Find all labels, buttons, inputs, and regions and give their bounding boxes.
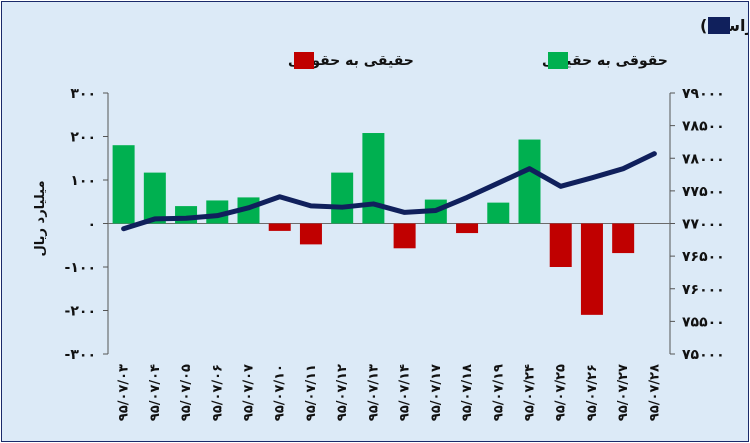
- x-tick-label: ۹۵/۰۷/۱۱: [304, 364, 319, 421]
- left-tick-label: -۳۰۰: [65, 347, 96, 363]
- axes: ۳۰۰ ۲۰۰ ۱۰۰ ۰ -۱۰۰ -۲۰۰ -۳۰۰ ۷۹۰۰۰ ۷۸۵۰۰ ۷۸۰۰۰ ۷۷۵…: [33, 86, 725, 363]
- bar: [299, 223, 322, 245]
- bars: [112, 133, 635, 315]
- left-tick-label: -۲۰۰: [65, 304, 96, 320]
- bar: [487, 202, 510, 224]
- right-tick-label: ۷۶۵۰۰: [682, 249, 725, 265]
- right-tick-label: ۷۶۰۰۰: [682, 282, 725, 298]
- left-tick-label: ۲۰۰: [70, 130, 96, 146]
- bar: [393, 223, 416, 249]
- right-tick-label: ۷۸۵۰۰: [682, 119, 725, 135]
- right-tick-label: ۷۵۰۰۰: [682, 347, 725, 363]
- legend-label-0: حقوقی به حقیقی: [542, 53, 668, 69]
- x-tick-label: ۹۵/۰۷/۲۸: [647, 364, 662, 421]
- x-tick-label: ۹۵/۰۷/۰۵: [179, 364, 194, 421]
- bar: [456, 223, 479, 234]
- bar: [612, 223, 635, 254]
- bar: [518, 139, 541, 224]
- left-axis-title: میلیارد ریال: [33, 180, 48, 256]
- bar: [268, 223, 291, 231]
- x-tick-label: ۹۵/۰۷/۰۶: [210, 364, 225, 421]
- x-tick-label: ۹۵/۰۷/۱۲: [335, 364, 350, 421]
- left-tick-label: ۱۰۰: [70, 173, 96, 189]
- bar: [549, 223, 572, 267]
- legend-swatch-0: [548, 52, 568, 69]
- legend: تغییر مالکیت میان سهامداران (محور چپ) و …: [288, 16, 748, 69]
- x-tick-label: ۹۵/۰۷/۱۷: [429, 364, 444, 421]
- bar: [143, 172, 166, 224]
- x-tick-label: ۹۵/۰۷/۱۸: [460, 364, 475, 421]
- right-tick-label: ۷۵۵۰۰: [682, 314, 725, 330]
- x-tick-label: ۹۵/۰۷/۰۷: [242, 364, 257, 421]
- x-tick-label: ۹۵/۰۷/۲۶: [585, 364, 600, 421]
- bar: [580, 223, 603, 315]
- right-tick-label: ۷۸۰۰۰: [682, 151, 725, 167]
- index-line: [121, 151, 657, 232]
- bar: [362, 133, 385, 224]
- bar: [112, 145, 135, 224]
- x-tick-label: ۹۵/۰۷/۱۴: [398, 364, 413, 421]
- line-layer: [121, 151, 657, 232]
- bar: [331, 172, 354, 224]
- legend-swatch-1: [294, 52, 314, 69]
- left-tick-label: ۳۰۰: [70, 86, 96, 102]
- legend-swatch-line: [708, 17, 730, 34]
- x-tick-label: ۹۵/۰۷/۰۴: [148, 364, 163, 421]
- x-tick-label: ۹۵/۰۷/۲۵: [554, 364, 569, 421]
- x-tick-label: ۹۵/۰۷/۲۷: [616, 364, 631, 421]
- x-tick-labels: ۹۵/۰۷/۰۳ ۹۵/۰۷/۰۴ ۹۵/۰۷/۰۵ ۹۵/۰۷/۰۶ ۹۵/۰۷/۰۷…: [117, 364, 663, 421]
- x-tick-label: ۹۵/۰۷/۱۰: [273, 364, 288, 421]
- left-tick-label: ۰: [87, 217, 96, 233]
- x-tick-label: ۹۵/۰۷/۲۴: [523, 364, 538, 421]
- x-tick-label: ۹۵/۰۷/۱۹: [491, 364, 506, 421]
- x-tick-label: ۹۵/۰۷/۰۳: [117, 364, 132, 421]
- legend-label-1: حقیقی به حقوقی: [288, 53, 414, 69]
- left-tick-label: -۱۰۰: [65, 260, 96, 276]
- right-tick-label: ۷۹۰۰۰: [682, 86, 725, 102]
- x-tick-label: ۹۵/۰۷/۱۳: [366, 364, 381, 421]
- right-tick-label: ۷۷۰۰۰: [682, 217, 725, 233]
- right-tick-label: ۷۷۵۰۰: [682, 184, 725, 200]
